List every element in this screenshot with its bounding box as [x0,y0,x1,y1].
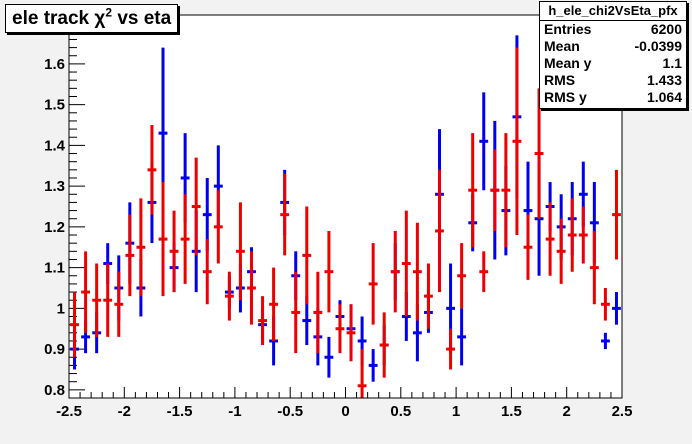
y-tick-label: 0.9 [44,341,65,358]
chart-title-sup: 2 [105,5,113,20]
x-tick-label: -2 [118,403,131,420]
stats-row: RMS y 1.064 [540,89,686,106]
x-tick-label: 2.5 [612,403,633,420]
stats-rows: Entries 6200 Mean -0.0399 Mean y 1.1 RMS 1.433 R… [540,21,686,106]
x-tick-label: -2.5 [56,403,82,420]
stats-label: RMS y [544,89,587,105]
stats-label: Mean [544,38,580,54]
stats-value: 6200 [650,21,682,37]
chart-title-text: ele track [12,8,95,29]
x-tick-label: 0 [341,403,349,420]
stats-value: 1.1 [662,55,682,71]
stats-label: Mean y [544,55,592,71]
x-tick-label: 1.5 [501,403,522,420]
y-tick-label: 1.2 [44,219,65,236]
plot-frame [68,14,623,399]
stats-row: Mean y 1.1 [540,55,686,72]
red-series [70,47,621,398]
stats-value: 1.433 [646,72,682,88]
stats-label: Entries [544,21,592,37]
y-tick-label: 1.4 [44,137,66,154]
x-tick-label: -1.5 [167,403,193,420]
stats-histogram-name: h_ele_chi2VsEta_pfx [540,2,686,21]
stats-row: RMS 1.433 [540,72,686,89]
stats-row: Entries 6200 [540,21,686,38]
stats-label: RMS [544,72,576,88]
x-tick-label: -0.5 [277,403,303,420]
stats-row: Mean -0.0399 [540,38,686,55]
stats-box: h_ele_chi2VsEta_pfx Entries 6200 Mean -0.03… [539,1,687,109]
chart-title-symbol: χ [94,8,106,29]
plot-area [69,15,622,398]
y-tick-label: 1.6 [44,56,65,73]
x-tick-label: -1 [228,403,241,420]
x-tick-label: 0.5 [390,403,411,420]
y-tick-label: 0.8 [44,382,65,399]
stats-value: 1.064 [646,89,682,105]
x-tick-label: 2 [563,403,571,420]
chart-title-tail: vs eta [112,8,172,29]
y-tick-label: 1.1 [44,260,65,277]
stats-value: -0.0399 [634,38,682,54]
x-tick-label: 1 [452,403,460,420]
y-tick-label: 1 [57,300,65,317]
chart-title: ele track χ2 vs eta [5,4,179,33]
y-tick-label: 1.3 [44,178,65,195]
y-tick-label: 1.5 [44,97,65,114]
